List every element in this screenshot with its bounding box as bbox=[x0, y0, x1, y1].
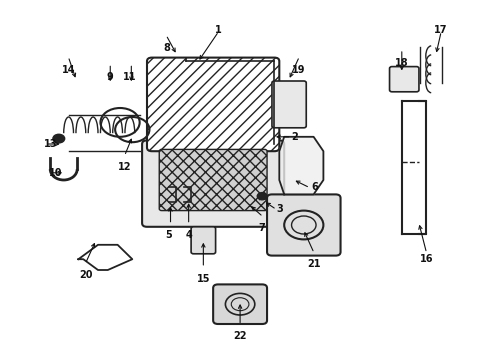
FancyBboxPatch shape bbox=[272, 81, 306, 128]
Text: 2: 2 bbox=[292, 132, 298, 142]
Text: 4: 4 bbox=[185, 230, 192, 240]
Text: 18: 18 bbox=[395, 58, 409, 68]
Text: 13: 13 bbox=[44, 139, 58, 149]
FancyBboxPatch shape bbox=[267, 194, 341, 256]
Text: 22: 22 bbox=[233, 331, 247, 341]
Text: 8: 8 bbox=[163, 43, 170, 53]
FancyBboxPatch shape bbox=[147, 58, 279, 151]
Text: 12: 12 bbox=[118, 162, 132, 172]
FancyBboxPatch shape bbox=[159, 149, 267, 211]
Text: 6: 6 bbox=[311, 182, 318, 192]
Text: 1: 1 bbox=[215, 25, 221, 35]
Text: 19: 19 bbox=[292, 65, 306, 75]
Text: 9: 9 bbox=[107, 72, 114, 82]
Text: 16: 16 bbox=[419, 254, 433, 264]
FancyBboxPatch shape bbox=[390, 67, 419, 92]
Polygon shape bbox=[279, 137, 323, 194]
Text: 14: 14 bbox=[62, 65, 75, 75]
FancyBboxPatch shape bbox=[213, 284, 267, 324]
Text: 20: 20 bbox=[79, 270, 93, 280]
Text: 7: 7 bbox=[259, 223, 266, 233]
Text: 11: 11 bbox=[123, 72, 137, 82]
Circle shape bbox=[53, 134, 65, 143]
Text: 21: 21 bbox=[307, 259, 320, 269]
FancyBboxPatch shape bbox=[191, 227, 216, 254]
Text: 5: 5 bbox=[166, 230, 172, 240]
Text: 15: 15 bbox=[196, 274, 210, 284]
FancyBboxPatch shape bbox=[142, 140, 284, 227]
Text: 3: 3 bbox=[277, 204, 284, 214]
Text: 10: 10 bbox=[49, 168, 63, 178]
Circle shape bbox=[257, 193, 267, 200]
Text: 17: 17 bbox=[434, 25, 448, 35]
